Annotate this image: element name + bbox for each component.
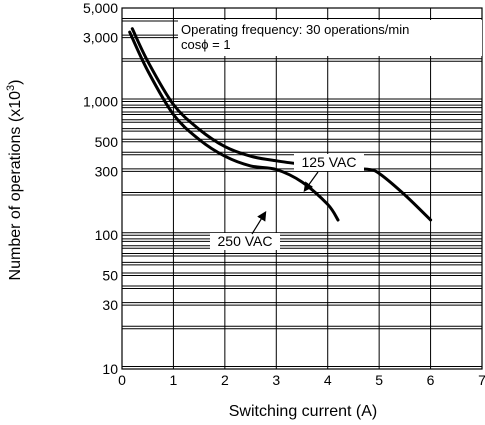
y-axis-label-main: Number of operations (x10 <box>7 91 24 281</box>
y-tick-label: 3,000 <box>83 30 118 46</box>
annotation-power-factor: cosϕ = 1 <box>181 37 231 52</box>
x-tick-label: 1 <box>170 372 178 388</box>
annotation-box <box>178 20 482 56</box>
x-tick-label: 2 <box>221 372 229 388</box>
y-tick-label: 5,000 <box>83 0 118 16</box>
y-axis-label-close: ) <box>7 80 24 85</box>
y-tick-label: 10 <box>102 361 118 377</box>
x-axis-label: Switching current (A) <box>229 403 378 420</box>
series-callouts: 125 VAC 250 VAC <box>210 154 364 250</box>
x-tick-label: 7 <box>478 372 485 388</box>
x-tick-label: 4 <box>324 372 332 388</box>
x-tick-label: 0 <box>118 372 126 388</box>
callout-arrow-250-vac <box>251 210 267 235</box>
y-axis-label: Number of operations (x103) <box>5 80 24 281</box>
y-tick-label: 500 <box>95 134 119 150</box>
plot-frame <box>121 7 483 370</box>
callout-arrow-125-vac <box>303 171 319 192</box>
y-tick-label: 50 <box>102 268 118 284</box>
series-label-250-vac: 250 VAC <box>218 233 273 249</box>
y-tick-label: 1,000 <box>83 93 118 109</box>
y-tick-label: 300 <box>95 163 119 179</box>
tick-labels: 0 1 2 3 4 5 6 7 10 30 50 100 300 500 1,000 3,000 5,000 <box>83 0 485 388</box>
series-label-125-vac: 125 VAC <box>302 154 357 170</box>
callout-bg-250-vac <box>210 233 280 250</box>
y-tick-label: 30 <box>102 297 118 313</box>
x-tick-label: 6 <box>427 372 435 388</box>
x-tick-label: 3 <box>272 372 280 388</box>
grid <box>121 7 483 370</box>
callout-bg-125-vac <box>294 154 364 171</box>
y-tick-label: 100 <box>95 227 119 243</box>
series-line-250-vac <box>128 30 340 222</box>
series <box>128 27 433 222</box>
annotation-frequency: Operating frequency: 30 operations/min <box>181 22 409 37</box>
x-tick-label: 5 <box>375 372 383 388</box>
series-line-125-vac <box>130 27 433 222</box>
y-axis-label-exponent: 3 <box>5 85 17 91</box>
